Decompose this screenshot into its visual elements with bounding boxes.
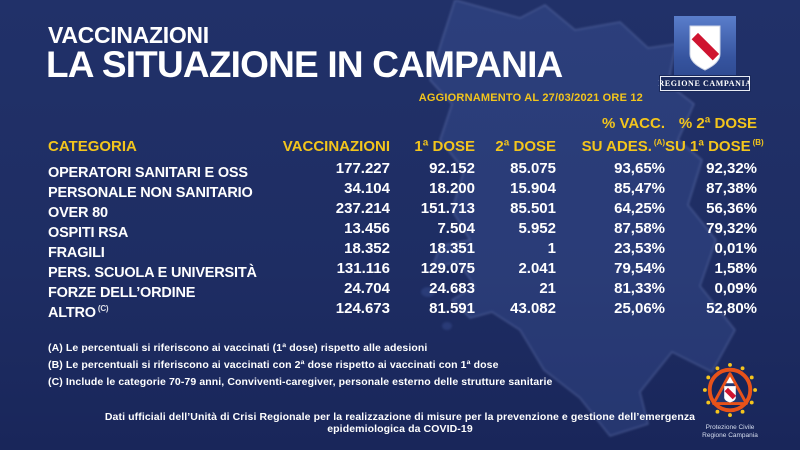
cell-pct-dose: 79,32% [706, 220, 757, 237]
cell-dose2: 85.075 [510, 160, 556, 177]
cell-dose1: 129.075 [420, 260, 475, 277]
cell-dose2: 43.082 [510, 300, 556, 317]
footnote-a: (A) Le percentuali si riferiscono ai vac… [48, 342, 428, 354]
header-categoria: CATEGORIA [48, 138, 137, 155]
cell-vaccinazioni: 237.214 [335, 200, 390, 217]
cell-dose2: 85.501 [510, 200, 556, 217]
cell-dose2: 2.041 [518, 260, 556, 277]
vaccination-table: CATEGORIA VACCINAZIONI 1ª DOSE 2ª DOSE %… [48, 114, 764, 321]
cell-vaccinazioni: 131.116 [336, 260, 390, 277]
cell-dose1: 151.713 [420, 200, 475, 217]
footnote-ref-c: (C) [97, 304, 109, 313]
cell-pct-dose: 0,09% [714, 280, 757, 297]
table-row: OSPITI RSA 13.456 7.504 5.952 87,58% 79,… [48, 219, 757, 241]
cell-pct-vacc: 79,54% [614, 260, 665, 277]
cell-dose1: 7.504 [437, 220, 475, 237]
header-pct-dose: % 2ª DOSE SU 1ª DOSE (B) [665, 115, 764, 155]
footnote-ref-b: (B) [752, 138, 764, 147]
header-dose2: 2ª DOSE [495, 138, 556, 155]
cell-categoria: ALTRO (C) [48, 304, 109, 321]
cell-categoria: FORZE DELL’ORDINE [48, 284, 196, 301]
cell-pct-vacc: 87,58% [614, 220, 665, 237]
cell-pct-dose: 56,36% [706, 200, 757, 217]
regione-campania-logo: REGIONE CAMPANIA [658, 16, 760, 96]
page-title: LA SITUAZIONE IN CAMPANIA [46, 44, 563, 85]
table-row: OPERATORI SANITARI E OSS 177.227 92.152 … [48, 159, 757, 181]
cell-pct-dose: 92,32% [706, 160, 757, 177]
header-vaccinazioni: VACCINAZIONI [282, 138, 390, 155]
page-kicker: VACCINAZIONI [48, 22, 209, 48]
cell-dose2: 5.952 [518, 220, 556, 237]
protezione-civile-logo: Protezione Civile Regione Campania [698, 362, 762, 439]
table-header-row: CATEGORIA VACCINAZIONI 1ª DOSE 2ª DOSE %… [48, 114, 764, 156]
table-row: FORZE DELL’ORDINE 24.704 24.683 21 81,33… [48, 279, 757, 301]
cell-dose1: 81.591 [429, 300, 475, 317]
header-dose1: 1ª DOSE [414, 138, 475, 155]
footnote-ref-a: (A) [653, 138, 665, 147]
cell-categoria: OSPITI RSA [48, 224, 129, 241]
pc-logo-caption: Protezione Civile Regione Campania [702, 424, 758, 439]
cell-pct-vacc: 85,47% [614, 180, 665, 197]
cell-categoria: OVER 80 [48, 204, 108, 221]
table-body: OPERATORI SANITARI E OSS 177.227 92.152 … [48, 159, 757, 321]
cell-vaccinazioni: 13.456 [344, 220, 390, 237]
cell-pct-dose: 0,01% [714, 240, 757, 257]
cell-pct-vacc: 23,53% [614, 240, 665, 257]
cell-categoria: FRAGILI [48, 244, 105, 261]
cell-pct-dose: 1,58% [714, 260, 757, 277]
cell-vaccinazioni: 24.704 [344, 280, 390, 297]
cell-vaccinazioni: 18.352 [344, 240, 390, 257]
logo-plaque: REGIONE CAMPANIA [658, 75, 752, 92]
cell-dose1: 18.351 [429, 240, 475, 257]
table-row: PERS. SCUOLA E UNIVERSITÀ 131.116 129.07… [48, 259, 757, 281]
cell-dose2: 21 [539, 280, 556, 297]
cell-categoria: PERS. SCUOLA E UNIVERSITÀ [48, 264, 257, 281]
cell-pct-dose: 87,38% [706, 180, 757, 197]
footnotes: (A) Le percentuali si riferiscono ai vac… [48, 340, 688, 391]
cell-pct-dose: 52,80% [706, 300, 757, 317]
protezione-civile-icon [702, 362, 758, 418]
footnote-c: (C) Include le categorie 70-79 anni, Con… [48, 376, 553, 388]
cell-vaccinazioni: 124.673 [335, 300, 390, 317]
update-timestamp: AGGIORNAMENTO AL 27/03/2021 ORE 12 [418, 92, 643, 104]
cell-vaccinazioni: 177.227 [335, 160, 390, 177]
logo-plaque-text: REGIONE CAMPANIA [658, 79, 752, 88]
table-row: FRAGILI 18.352 18.351 1 23,53% 0,01% [48, 239, 757, 261]
cell-pct-vacc: 64,25% [614, 200, 665, 217]
cell-categoria: OPERATORI SANITARI E OSS [48, 164, 248, 181]
table-row: PERSONALE NON SANITARIO 34.104 18.200 15… [48, 179, 757, 201]
campania-shield-icon [688, 25, 722, 71]
source-attribution: Dati ufficiali dell’Unità di Crisi Regio… [104, 411, 696, 435]
cell-pct-vacc: 25,06% [614, 300, 665, 317]
cell-dose2: 1 [547, 240, 556, 257]
table-row: ALTRO (C) 124.673 81.591 43.082 25,06% 52… [48, 299, 757, 321]
cell-dose1: 92.152 [429, 160, 475, 177]
cell-dose2: 15.904 [510, 180, 556, 197]
cell-dose1: 18.200 [429, 180, 475, 197]
footnote-b: (B) Le percentuali si riferiscono ai vac… [48, 359, 499, 371]
header-pct-vacc: % VACC. SU ADES. (A) [581, 115, 665, 155]
cell-vaccinazioni: 34.104 [344, 180, 390, 197]
cell-categoria: PERSONALE NON SANITARIO [48, 184, 253, 201]
cell-pct-vacc: 93,65% [614, 160, 665, 177]
table-row: OVER 80 237.214 151.713 85.501 64,25% 56… [48, 199, 757, 221]
cell-dose1: 24.683 [429, 280, 475, 297]
cell-pct-vacc: 81,33% [614, 280, 665, 297]
